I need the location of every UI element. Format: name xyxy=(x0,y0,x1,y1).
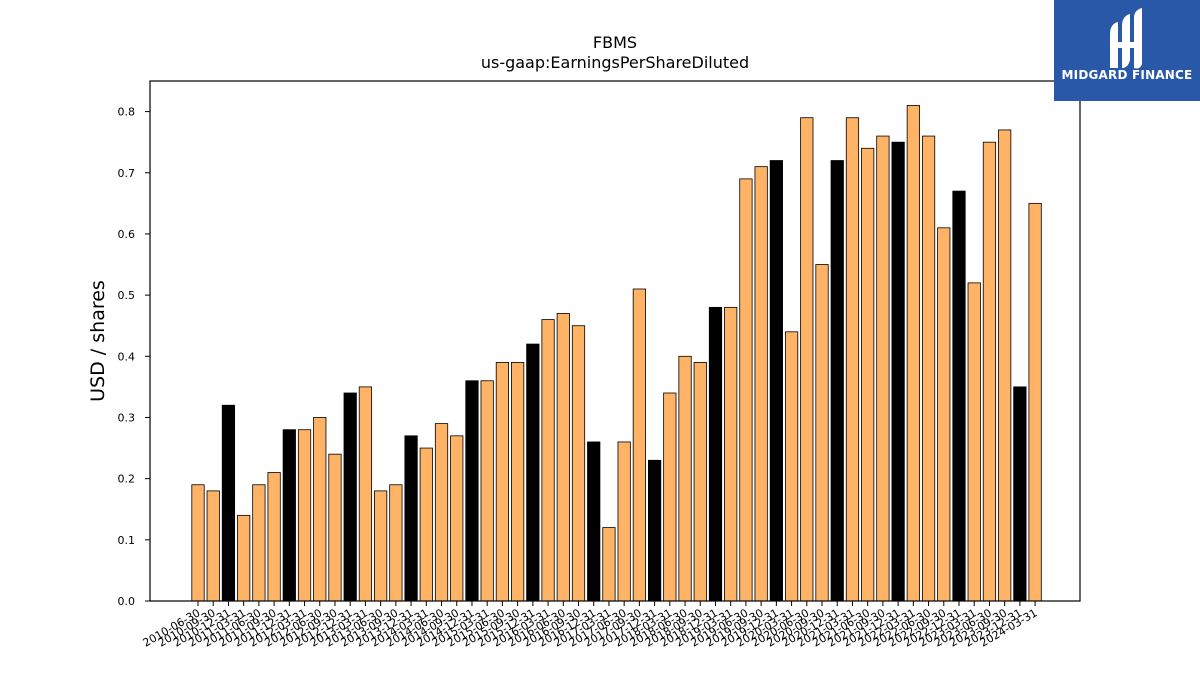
bar-2024-03-31 xyxy=(1028,202,1042,602)
y-tick-label: 0.0 xyxy=(118,595,136,608)
bar-2012-06-30 xyxy=(313,417,327,602)
bar-2023-12-31 xyxy=(1013,386,1027,602)
y-tick-label: 0.2 xyxy=(118,473,136,486)
bar-2017-06-30 xyxy=(617,441,631,602)
bar-2022-09-30 xyxy=(937,227,951,602)
bar-2021-06-30 xyxy=(861,147,875,602)
bar-2018-12-31 xyxy=(708,306,723,602)
bar-2020-12-31 xyxy=(830,160,844,602)
chart-subtitle: us-gaap:EarningsPerShareDiluted xyxy=(481,53,749,72)
bar-2010-12-31 xyxy=(221,404,236,602)
bar-2019-03-31 xyxy=(724,306,738,602)
bar-2016-12-31 xyxy=(587,441,601,602)
y-ticks-group: 0.0 0.1 0.2 0.3 0.4 0.5 0.6 0.7 0.8 xyxy=(118,106,150,608)
bar-2018-03-31 xyxy=(663,392,677,602)
bar-2014-03-31 xyxy=(419,447,433,602)
bar-2019-06-30 xyxy=(739,178,753,602)
bar-2016-06-30 xyxy=(556,313,570,602)
bar-2019-12-31 xyxy=(769,160,783,602)
bar-2023-09-30 xyxy=(998,129,1012,602)
brand-logo: MIDGARD FINANCE xyxy=(1054,0,1200,101)
bar-2010-06-30 xyxy=(191,484,205,602)
y-tick-label: 0.7 xyxy=(118,167,136,180)
midgard-m-logo-icon xyxy=(1110,8,1142,69)
bar-2017-12-31 xyxy=(648,459,662,602)
bar-2013-12-31 xyxy=(404,435,418,602)
bar-2020-06-30 xyxy=(800,117,814,602)
bar-2017-09-30 xyxy=(632,288,646,602)
bar-2018-09-30 xyxy=(693,362,707,602)
bar-2020-09-30 xyxy=(815,264,829,602)
y-axis-label: USD / shares xyxy=(87,280,109,402)
y-tick-label: 0.3 xyxy=(118,411,136,424)
bar-2014-06-30 xyxy=(434,423,449,602)
bar-2021-12-31 xyxy=(891,141,905,602)
bar-2023-06-30 xyxy=(982,141,997,602)
bar-2022-06-30 xyxy=(921,135,936,602)
bar-2011-06-30 xyxy=(252,484,266,602)
y-tick-label: 0.8 xyxy=(118,106,136,119)
bar-2014-09-30 xyxy=(450,435,464,602)
bar-2016-09-30 xyxy=(571,325,586,602)
bar-2018-06-30 xyxy=(678,355,692,602)
bar-2015-12-31 xyxy=(526,343,540,602)
y-tick-label: 0.4 xyxy=(118,350,136,363)
bar-2012-03-31 xyxy=(297,429,312,602)
bar-2017-03-31 xyxy=(602,527,616,602)
bar-2011-03-31 xyxy=(237,514,251,602)
bar-2021-09-30 xyxy=(876,135,890,602)
bar-2011-09-30 xyxy=(267,472,281,602)
bar-2014-12-31 xyxy=(465,380,479,602)
bar-2013-06-30 xyxy=(374,490,388,602)
x-ticks-group: 2010-06-302010-09-302010-12-312011-03-31… xyxy=(141,601,1040,650)
bar-2012-12-31 xyxy=(343,392,357,602)
y-tick-label: 0.5 xyxy=(118,289,136,302)
bar-2010-09-30 xyxy=(206,490,220,602)
bar-2013-09-30 xyxy=(389,484,403,602)
bar-2011-12-31 xyxy=(282,429,296,602)
bar-2021-03-31 xyxy=(845,117,860,602)
bar-2012-09-30 xyxy=(328,453,342,602)
bar-2013-03-31 xyxy=(358,386,373,602)
bar-2015-06-30 xyxy=(495,362,510,602)
bars-group xyxy=(191,105,1042,602)
bar-2020-03-31 xyxy=(784,331,799,602)
y-tick-label: 0.6 xyxy=(118,228,136,241)
bar-2023-03-31 xyxy=(967,282,981,602)
y-tick-label: 0.1 xyxy=(118,534,136,547)
bar-2019-09-30 xyxy=(754,166,768,602)
bar-2022-12-31 xyxy=(952,190,966,602)
brand-name: MIDGARD FINANCE xyxy=(1061,68,1193,82)
bar-2015-09-30 xyxy=(511,362,525,602)
bar-2022-03-31 xyxy=(906,105,920,602)
chart-title: FBMS xyxy=(593,33,637,52)
plot-frame xyxy=(149,80,1081,602)
bar-2015-03-31 xyxy=(480,380,494,602)
bar-2016-03-31 xyxy=(541,319,555,602)
